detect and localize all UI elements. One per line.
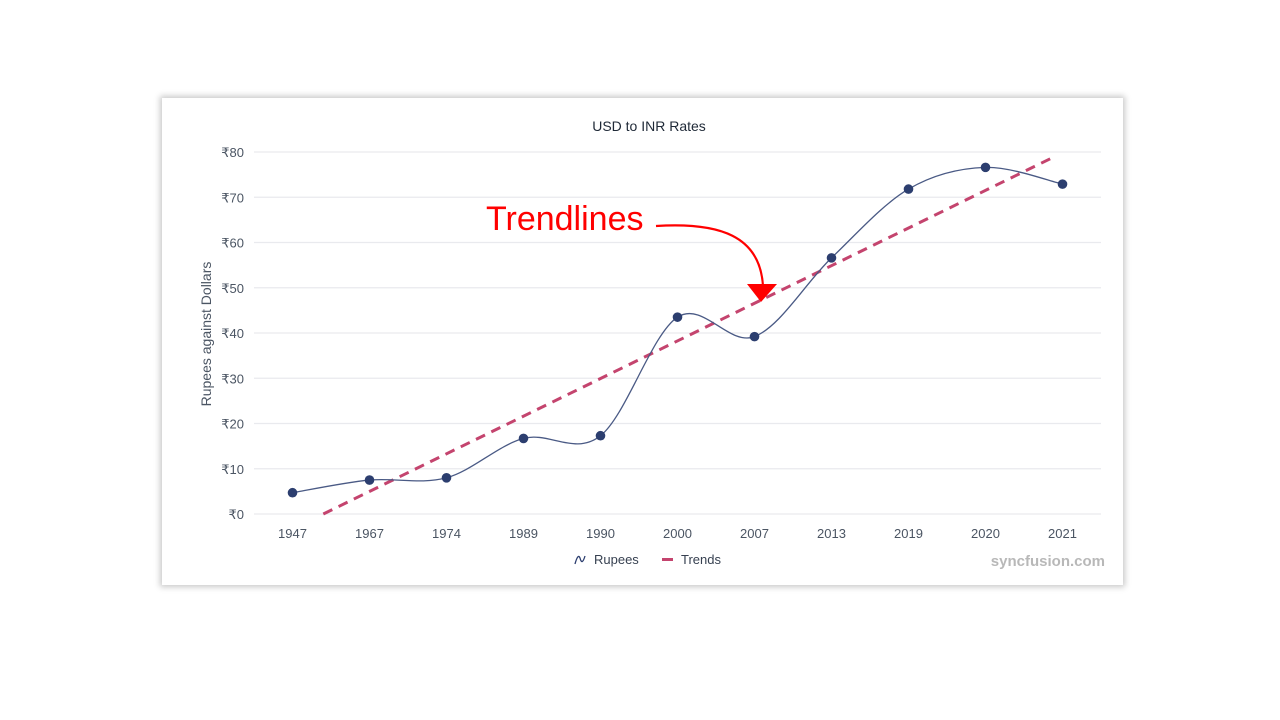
trendline-series[interactable] [322,155,1056,516]
chart-title: USD to INR Rates [592,118,706,134]
x-tick-label: 2020 [971,526,1000,541]
dash-icon [662,558,673,561]
y-axis-ticks: ₹0 ₹10 ₹20 ₹30 ₹40 ₹50 ₹60 ₹70 ₹80 [221,145,244,522]
x-tick-label: 1989 [509,526,538,541]
x-tick-label: 1967 [355,526,384,541]
x-tick-label: 1974 [432,526,461,541]
data-point-2013[interactable] [826,253,837,263]
annotation-arrow-line [655,224,765,287]
spline-icon [574,555,586,565]
y-tick-label: ₹10 [221,462,244,477]
legend-label-trends: Trends [681,552,721,567]
data-point-2021[interactable] [1057,179,1068,189]
data-point-2007[interactable] [749,331,760,342]
y-tick-label: ₹80 [221,145,244,160]
y-tick-label: ₹60 [221,236,244,251]
annotation-text: Trendlines [486,200,643,238]
x-tick-label: 2013 [817,526,846,541]
y-tick-label: ₹20 [221,417,244,432]
trendlines-annotation: Trendlines [486,200,777,302]
x-tick-label: 2019 [894,526,923,541]
y-tick-label: ₹50 [221,281,244,296]
y-tick-label: ₹40 [221,326,244,341]
data-point-1967[interactable] [364,475,375,485]
y-tick-label: ₹0 [228,507,244,522]
x-tick-label: 2021 [1048,526,1077,541]
chart-card [162,98,1123,585]
arrow-head-icon [747,284,777,302]
data-point-1974[interactable] [441,473,452,483]
data-point-2019[interactable] [903,184,914,194]
legend-item-rupees[interactable]: Rupees [574,552,639,567]
rupees-series-markers[interactable] [287,162,1068,498]
y-tick-label: ₹30 [221,371,244,386]
x-tick-label: 1990 [586,526,615,541]
data-point-2020[interactable] [980,162,991,173]
watermark: syncfusion.com [991,553,1105,570]
legend-label-rupees: Rupees [594,552,639,567]
x-tick-label: 2000 [663,526,692,541]
data-point-2000[interactable] [672,312,683,322]
x-tick-label: 2007 [740,526,769,541]
data-point-1989[interactable] [518,433,529,444]
legend-item-trends[interactable]: Trends [662,552,721,567]
data-point-1990[interactable] [595,430,606,441]
rupees-series-line[interactable] [292,166,1063,494]
legend: Rupees Trends [574,552,721,567]
gridlines [254,151,1101,515]
x-tick-label: 1947 [278,526,307,541]
data-point-1947[interactable] [287,487,298,498]
y-tick-label: ₹70 [221,190,244,205]
x-axis-ticks: 1947 1967 1974 1989 1990 2000 2007 2013 2019 2020… [278,526,1077,541]
y-axis-title: Rupees against Dollars [198,262,214,407]
